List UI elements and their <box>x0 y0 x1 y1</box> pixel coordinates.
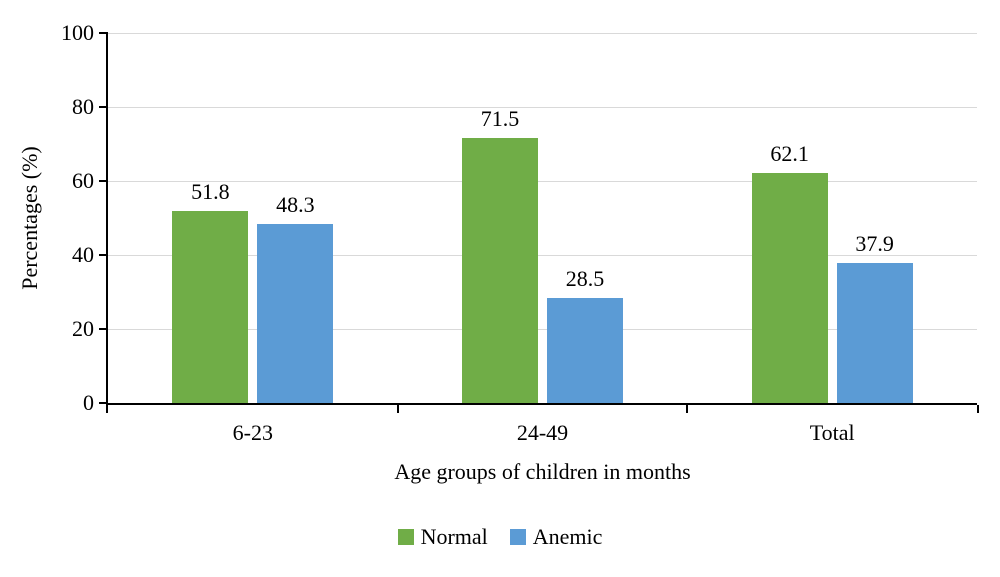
legend-item-anemic: Anemic <box>509 524 603 550</box>
bar-value-label: 71.5 <box>480 106 520 132</box>
x-category-label: 6-23 <box>232 420 273 445</box>
legend-label: Normal <box>420 524 488 549</box>
gridline <box>108 254 977 256</box>
bar-anemic <box>257 224 334 403</box>
y-tick <box>99 254 108 256</box>
x-category-label: Total <box>809 420 855 445</box>
bar-value-label: 28.5 <box>565 265 605 291</box>
legend-label: Anemic <box>532 524 603 549</box>
x-axis-line <box>106 403 977 405</box>
x-tick <box>686 405 689 413</box>
gridline <box>108 106 977 108</box>
y-tick-label: 60 <box>72 168 94 193</box>
bar-normal <box>462 138 538 403</box>
gridline <box>108 328 977 330</box>
y-tick <box>99 106 108 108</box>
bar-anemic <box>836 262 913 403</box>
bar-anemic <box>547 297 623 403</box>
y-tick-label: 80 <box>72 94 94 119</box>
legend-item-normal: Normal <box>397 524 488 550</box>
y-tick-label: 0 <box>83 390 94 415</box>
y-tick <box>99 402 108 404</box>
x-tick <box>977 405 979 413</box>
bar-value-label: 51.8 <box>191 179 230 205</box>
y-axis-line <box>106 33 108 405</box>
y-tick <box>99 180 108 182</box>
x-axis-title: Age groups of children in months <box>394 459 691 484</box>
y-tick-label: 100 <box>61 20 94 45</box>
bar-normal <box>751 173 828 403</box>
x-tick <box>396 405 399 413</box>
y-tick-label: 20 <box>72 316 94 341</box>
legend: Normal Anemic <box>0 524 1000 550</box>
y-tick <box>99 32 108 34</box>
x-category-label: 24-49 <box>516 420 569 445</box>
gridline <box>108 180 977 182</box>
legend-swatch-normal <box>397 529 414 545</box>
bar-value-label: 62.1 <box>770 141 809 167</box>
bar-value-label: 37.9 <box>855 230 894 256</box>
gridline <box>108 32 977 34</box>
legend-swatch-anemic <box>509 529 526 545</box>
y-axis-title: Percentages (%) <box>17 146 42 290</box>
x-tick <box>106 405 108 413</box>
y-tick-label: 40 <box>72 242 94 267</box>
bar-value-label: 48.3 <box>276 192 315 218</box>
bar-normal <box>172 211 249 403</box>
y-tick <box>99 328 108 330</box>
